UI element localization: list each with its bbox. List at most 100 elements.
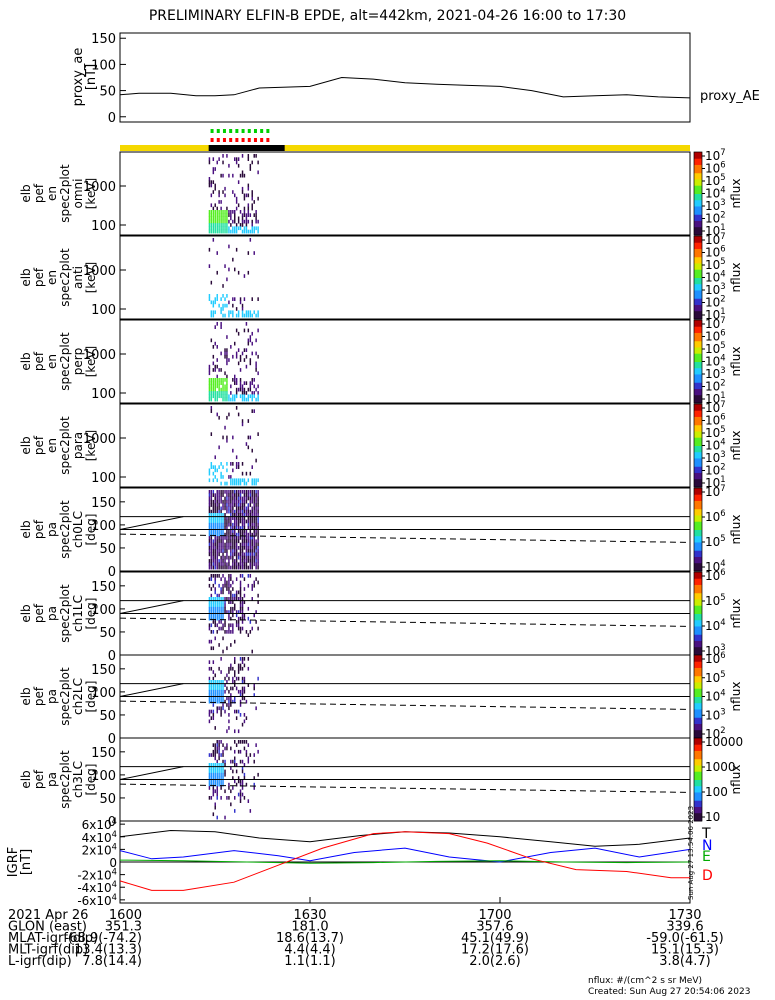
spectrogram-cell xyxy=(230,606,232,611)
colorbar-segment xyxy=(694,238,702,241)
spectrogram-cell xyxy=(208,610,211,614)
spectrogram-cell xyxy=(249,338,252,343)
spectrogram-cell xyxy=(210,646,213,651)
colorbar-tick-label: 102 xyxy=(705,462,726,478)
spectrogram-cell xyxy=(239,387,242,392)
spectrogram-cell xyxy=(235,526,238,530)
spectrogram-cell xyxy=(245,753,248,757)
spectrogram-cell xyxy=(232,481,234,486)
spectrogram-cell xyxy=(218,746,220,751)
spectrogram-cell xyxy=(224,371,226,376)
spectrogram-cell xyxy=(249,513,252,517)
colorbar-segment xyxy=(694,222,702,226)
spectrogram-cell xyxy=(222,686,224,691)
spectrogram-cell xyxy=(249,555,252,560)
colorbar-segment xyxy=(694,783,702,787)
spectrogram-cell xyxy=(257,397,259,402)
spectrogram-cell xyxy=(220,597,222,601)
spectrogram-cell xyxy=(247,435,250,440)
colorbar-tick-label: 106 xyxy=(705,412,726,428)
spectrogram-cell xyxy=(208,562,211,567)
spectrogram-cell xyxy=(226,216,228,221)
spectrogram-cell xyxy=(228,713,230,717)
spectrogram-cell xyxy=(257,552,259,557)
spectrogram-cell xyxy=(218,552,220,557)
colorbar-segment xyxy=(694,514,702,518)
spectrogram-cell xyxy=(235,620,238,624)
spectrogram-cell xyxy=(224,620,226,624)
spectrogram-cell xyxy=(210,683,213,687)
spectrogram-cell xyxy=(210,529,213,534)
colorbar-segment xyxy=(694,449,702,453)
spectrogram-cell xyxy=(228,499,230,504)
spectrogram-cell xyxy=(210,782,213,787)
panel-ylabel-line: pef xyxy=(32,351,46,371)
spectrogram-cell xyxy=(220,689,222,694)
spectrogram-cell xyxy=(222,223,224,227)
spectrogram-cell xyxy=(214,522,216,527)
colorbar-tick-label: 10000 xyxy=(705,735,743,749)
colorbar-segment xyxy=(694,236,702,239)
colorbar-segment xyxy=(694,537,702,541)
spectrogram-cell xyxy=(234,193,236,198)
spectrogram-cell xyxy=(249,620,252,624)
igrf-ylabel: IGRF xyxy=(6,847,21,877)
spectrogram-cell xyxy=(210,603,213,608)
spectrogram-cell xyxy=(226,391,228,395)
spectrogram-cell xyxy=(249,384,252,389)
colorbar-segment xyxy=(694,455,702,459)
spectrogram-cell xyxy=(234,565,236,570)
status-dot-red xyxy=(235,138,239,142)
spectrogram-cell xyxy=(208,782,211,787)
spectrogram-cell xyxy=(212,683,215,687)
colorbar-segment xyxy=(694,594,702,598)
spectrogram-cell xyxy=(239,703,242,707)
colorbar-segment xyxy=(694,422,702,426)
spectrogram-cell xyxy=(210,616,213,621)
spectrogram-cell xyxy=(228,493,230,497)
spectrogram-cell xyxy=(222,597,224,601)
spectrogram-cell xyxy=(253,154,255,158)
spectrogram-cell xyxy=(208,180,211,184)
colorbar-segment xyxy=(694,733,702,737)
spectrogram-cell xyxy=(241,478,244,483)
spectrogram-cell xyxy=(234,597,236,601)
spectrogram-cell xyxy=(253,506,255,511)
spectrogram-cell xyxy=(241,552,244,557)
spectrogram-cell xyxy=(220,693,222,697)
spectrogram-cell xyxy=(241,546,244,550)
colorbar-tick-label: 100 xyxy=(705,785,728,799)
spectrogram-cell xyxy=(237,670,240,674)
ytick-label: 100 xyxy=(91,471,116,486)
colorbar-segment xyxy=(694,468,702,471)
spectrogram-cell xyxy=(222,536,224,540)
spectrogram-cell xyxy=(218,546,220,550)
ephemeris-value: 351.3 xyxy=(105,920,142,935)
spectrogram-cell xyxy=(234,740,236,744)
spectrogram-cell xyxy=(241,496,244,501)
spectrogram-cell xyxy=(237,792,240,797)
spectrogram-cell xyxy=(222,759,224,764)
spectrogram-cell xyxy=(243,696,246,701)
spectrogram-cell xyxy=(251,490,253,494)
spectrogram-cell xyxy=(220,706,222,711)
spectrogram-cell xyxy=(247,270,250,275)
spectrogram-cell xyxy=(249,394,252,399)
spectrogram-cell xyxy=(237,555,240,560)
spectrogram-cell xyxy=(239,610,242,614)
spectrogram-cell xyxy=(210,203,213,208)
spectrogram-cell xyxy=(245,513,248,517)
spectrogram-cell xyxy=(232,509,234,514)
spectrogram-cell xyxy=(208,496,211,501)
colorbar-segment xyxy=(694,428,702,432)
spectrogram-cell xyxy=(214,539,216,544)
spectrogram-cell xyxy=(255,368,257,372)
spectrogram-cell xyxy=(245,481,248,486)
spectrogram-cell xyxy=(228,600,230,604)
spectrogram-cell xyxy=(216,490,218,494)
spectrogram-cell xyxy=(243,522,246,527)
spectrogram-cell xyxy=(224,348,226,352)
spectrogram-cell xyxy=(237,499,240,504)
spectrogram-cell xyxy=(214,565,216,570)
